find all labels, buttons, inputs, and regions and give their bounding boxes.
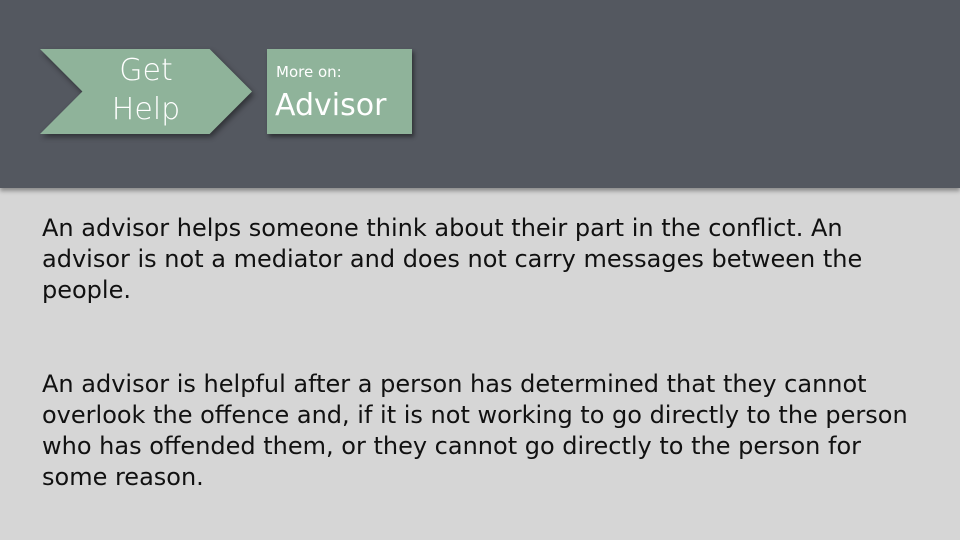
get-help-label-line1: Get (119, 53, 173, 88)
paragraph-2: An advisor is helpful after a person has… (42, 370, 908, 491)
get-help-label: Get Help (86, 51, 206, 129)
paragraph-1: An advisor helps someone think about the… (42, 214, 863, 304)
header-banner: Get Help More on: Advisor (0, 0, 960, 188)
get-help-label-line2: Help (111, 92, 181, 127)
more-on-label: More on: (276, 63, 342, 81)
more-on-advisor-box: More on: Advisor (267, 49, 412, 134)
advisor-title: Advisor (275, 88, 387, 123)
get-help-button[interactable]: Get Help (40, 49, 252, 134)
